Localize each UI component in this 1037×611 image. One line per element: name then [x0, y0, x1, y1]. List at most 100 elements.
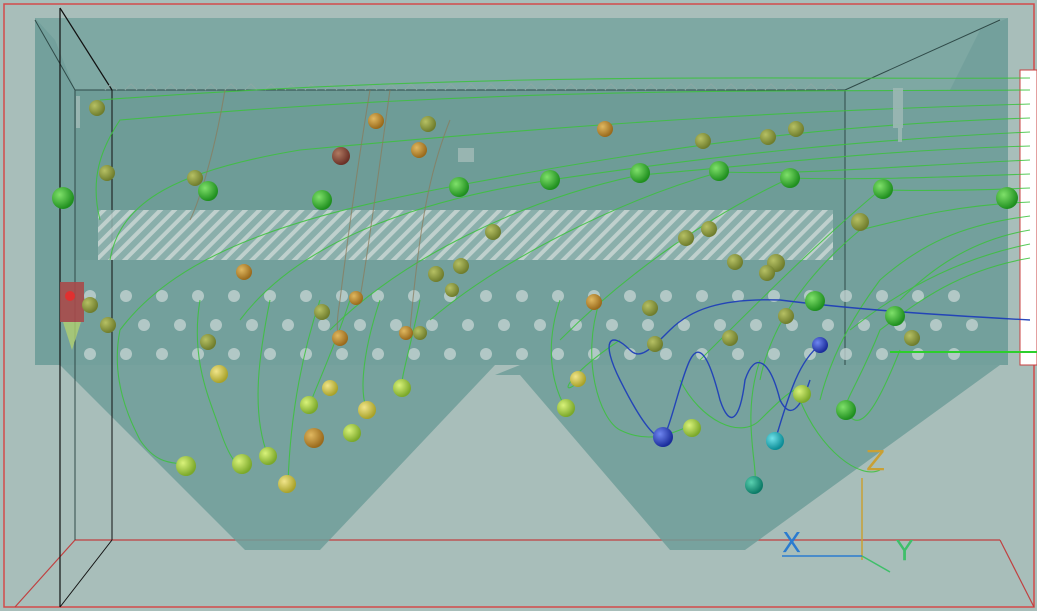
particle	[701, 221, 717, 237]
particle	[695, 133, 711, 149]
perforated-baffle	[98, 210, 833, 260]
plate-hole	[390, 319, 402, 331]
particle	[82, 297, 98, 313]
particle	[745, 476, 763, 494]
perforated-plate-holes	[84, 290, 978, 360]
particle	[300, 396, 318, 414]
plate-hole	[300, 290, 312, 302]
plate-hole	[138, 319, 150, 331]
plate-hole	[912, 348, 924, 360]
plate-hole	[552, 290, 564, 302]
plate-hole	[318, 319, 330, 331]
axis-label-z: Z	[866, 444, 885, 477]
plate-hole	[912, 290, 924, 302]
plate-hole	[768, 348, 780, 360]
plate-hole	[732, 290, 744, 302]
plate-hole	[534, 319, 546, 331]
plate-hole	[552, 348, 564, 360]
plate-hole	[300, 348, 312, 360]
plate-hole	[624, 348, 636, 360]
particle	[586, 294, 602, 310]
plate-hole	[372, 290, 384, 302]
particle	[904, 330, 920, 346]
plate-hole	[282, 319, 294, 331]
plate-hole	[696, 290, 708, 302]
particle	[449, 177, 469, 197]
particle	[358, 401, 376, 419]
particle	[278, 475, 296, 493]
particle	[52, 187, 74, 209]
particle	[722, 330, 738, 346]
particle	[557, 399, 575, 417]
plate-hole	[732, 348, 744, 360]
plate-hole	[462, 319, 474, 331]
particle	[653, 427, 673, 447]
plate-hole	[354, 319, 366, 331]
particle	[420, 116, 436, 132]
particle	[836, 400, 856, 420]
particle	[332, 330, 348, 346]
particle	[683, 419, 701, 437]
particle	[851, 213, 869, 231]
particle	[314, 304, 330, 320]
particle	[259, 447, 277, 465]
axis-triad: Z X Y	[782, 444, 914, 573]
particle	[630, 163, 650, 183]
plate-hole	[336, 348, 348, 360]
particle	[99, 165, 115, 181]
particle	[805, 291, 825, 311]
plate-hole	[228, 348, 240, 360]
plate-hole	[84, 348, 96, 360]
particle	[187, 170, 203, 186]
particle	[210, 365, 228, 383]
plate-hole	[120, 290, 132, 302]
plate-hole	[822, 319, 834, 331]
particle	[788, 121, 804, 137]
plate-hole	[624, 290, 636, 302]
plate-hole	[840, 348, 852, 360]
particle	[780, 168, 800, 188]
particle	[100, 317, 116, 333]
particle	[399, 326, 413, 340]
plate-hole	[156, 348, 168, 360]
plate-hole	[192, 348, 204, 360]
plate-hole	[426, 319, 438, 331]
particle	[198, 181, 218, 201]
plate-hole	[264, 290, 276, 302]
plate-hole	[246, 319, 258, 331]
particle	[642, 300, 658, 316]
plate-hole	[642, 319, 654, 331]
plate-hole	[948, 348, 960, 360]
top-nozzle-row	[104, 83, 838, 91]
plate-hole	[858, 319, 870, 331]
plate-hole	[120, 348, 132, 360]
plate-hole	[444, 348, 456, 360]
plate-hole	[174, 319, 186, 331]
particle	[176, 456, 196, 476]
plate-hole	[480, 290, 492, 302]
particle	[678, 230, 694, 246]
particle	[89, 100, 105, 116]
particle	[570, 371, 586, 387]
particle	[332, 147, 350, 165]
particle	[304, 428, 324, 448]
plate-hole	[408, 348, 420, 360]
plate-hole	[516, 348, 528, 360]
plate-hole	[228, 290, 240, 302]
particle	[540, 170, 560, 190]
particle	[766, 432, 784, 450]
plate-hole	[660, 348, 672, 360]
plate-hole	[408, 290, 420, 302]
particle	[778, 308, 794, 324]
particle	[885, 306, 905, 326]
plate-hole	[876, 348, 888, 360]
plate-hole	[156, 290, 168, 302]
particle	[200, 334, 216, 350]
particle	[312, 190, 332, 210]
particle	[232, 454, 252, 474]
plate-hole	[480, 348, 492, 360]
plate-hole	[210, 319, 222, 331]
left-inlet	[60, 282, 84, 350]
particle	[812, 337, 828, 353]
